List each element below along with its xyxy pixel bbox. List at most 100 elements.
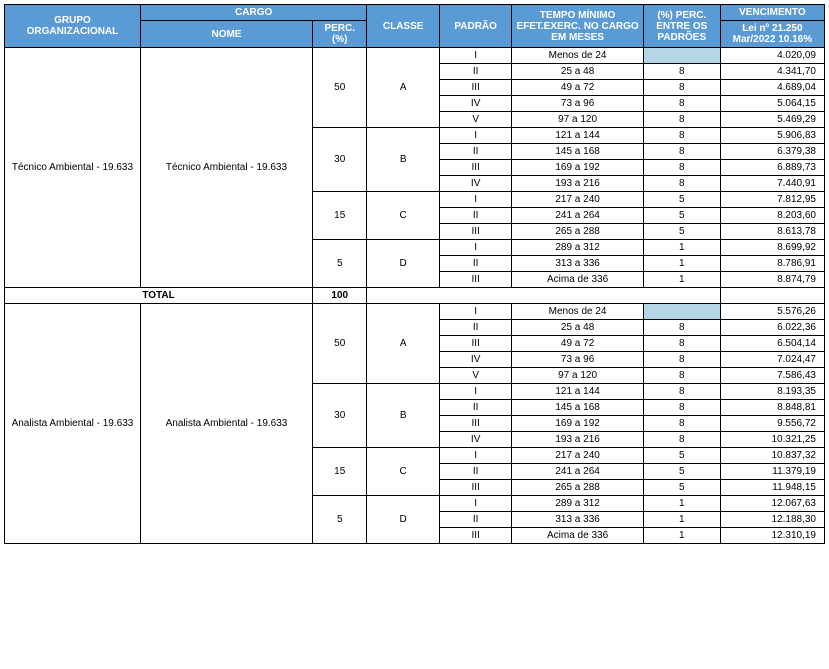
cell-padrao: II — [439, 144, 511, 160]
cell-perc-padroes — [643, 304, 720, 320]
cell-tempo: 313 a 336 — [512, 512, 643, 528]
cell-tempo: 193 a 216 — [512, 176, 643, 192]
cell-padrao: IV — [439, 432, 511, 448]
cell-tempo: 265 a 288 — [512, 224, 643, 240]
cell-perc: 5 — [313, 496, 367, 544]
cell-vencimento: 12.310,19 — [720, 528, 824, 544]
cell-vencimento: 5.064,15 — [720, 96, 824, 112]
cell-vencimento: 5.906,83 — [720, 128, 824, 144]
cell-perc-padroes: 8 — [643, 320, 720, 336]
cell-tempo: 289 a 312 — [512, 240, 643, 256]
cell-tempo: Acima de 336 — [512, 272, 643, 288]
cell-tempo: 193 a 216 — [512, 432, 643, 448]
header-perc: PERC. (%) — [313, 21, 367, 48]
cell-vencimento: 4.020,09 — [720, 48, 824, 64]
header-tempo: TEMPO MÍNIMO EFET.EXERC. NO CARGO EM MES… — [512, 5, 643, 48]
cell-perc-padroes: 8 — [643, 176, 720, 192]
cell-padrao: I — [439, 192, 511, 208]
header-vencimento: VENCIMENTO — [720, 5, 824, 21]
cell-padrao: III — [439, 480, 511, 496]
cell-vencimento: 7.024,47 — [720, 352, 824, 368]
cell-tempo: 289 a 312 — [512, 496, 643, 512]
cell-vencimento: 6.504,14 — [720, 336, 824, 352]
cell-tempo: 97 a 120 — [512, 368, 643, 384]
cell-tempo: Menos de 24 — [512, 304, 643, 320]
cell-perc-padroes: 5 — [643, 464, 720, 480]
cell-perc-padroes: 1 — [643, 528, 720, 544]
cell-padrao: II — [439, 512, 511, 528]
cell-perc-padroes: 8 — [643, 336, 720, 352]
cell-vencimento: 11.379,19 — [720, 464, 824, 480]
cell-padrao: II — [439, 464, 511, 480]
cell-vencimento: 8.874,79 — [720, 272, 824, 288]
cell-tempo: 241 a 264 — [512, 208, 643, 224]
cell-perc-padroes — [643, 48, 720, 64]
cell-perc-padroes: 5 — [643, 480, 720, 496]
cell-classe: C — [367, 192, 439, 240]
header-nome: NOME — [140, 21, 312, 48]
total-blank — [367, 288, 720, 304]
cell-perc-padroes: 8 — [643, 80, 720, 96]
cell-perc-padroes: 8 — [643, 432, 720, 448]
cell-tempo: 73 a 96 — [512, 96, 643, 112]
header-perc-padroes: (%) PERC. ENTRE OS PADRÕES — [643, 5, 720, 48]
cell-nome: Técnico Ambiental - 19.633 — [140, 48, 312, 288]
header-classe: CLASSE — [367, 5, 439, 48]
header-grupo: GRUPO ORGANIZACIONAL — [5, 5, 141, 48]
cell-padrao: IV — [439, 176, 511, 192]
cell-vencimento: 11.948,15 — [720, 480, 824, 496]
cell-padrao: I — [439, 448, 511, 464]
table-header: GRUPO ORGANIZACIONAL CARGO CLASSE PADRÃO… — [5, 5, 825, 48]
cell-classe: C — [367, 448, 439, 496]
cell-tempo: 217 a 240 — [512, 448, 643, 464]
cell-padrao: III — [439, 160, 511, 176]
cell-tempo: 265 a 288 — [512, 480, 643, 496]
cell-vencimento: 8.848,81 — [720, 400, 824, 416]
cell-vencimento: 4.689,04 — [720, 80, 824, 96]
cell-tempo: 121 a 144 — [512, 384, 643, 400]
salary-table: GRUPO ORGANIZACIONAL CARGO CLASSE PADRÃO… — [4, 4, 825, 544]
cell-tempo: 313 a 336 — [512, 256, 643, 272]
cell-padrao: I — [439, 48, 511, 64]
cell-vencimento: 8.699,92 — [720, 240, 824, 256]
cell-perc-padroes: 1 — [643, 512, 720, 528]
cell-padrao: II — [439, 320, 511, 336]
total-row: TOTAL100 — [5, 288, 825, 304]
table-row: Analista Ambiental - 19.633Analista Ambi… — [5, 304, 825, 320]
cell-padrao: III — [439, 224, 511, 240]
cell-tempo: 49 a 72 — [512, 80, 643, 96]
cell-perc-padroes: 8 — [643, 352, 720, 368]
cell-tempo: 97 a 120 — [512, 112, 643, 128]
cell-perc: 30 — [313, 384, 367, 448]
total-blank-venc — [720, 288, 824, 304]
cell-perc-padroes: 5 — [643, 448, 720, 464]
total-label: TOTAL — [5, 288, 313, 304]
cell-padrao: III — [439, 336, 511, 352]
cell-perc-padroes: 1 — [643, 256, 720, 272]
cell-padrao: V — [439, 112, 511, 128]
cell-vencimento: 8.613,78 — [720, 224, 824, 240]
cell-vencimento: 4.341,70 — [720, 64, 824, 80]
cell-vencimento: 6.889,73 — [720, 160, 824, 176]
cell-classe: B — [367, 128, 439, 192]
cell-tempo: 217 a 240 — [512, 192, 643, 208]
header-venc-sub: Lei nº 21.250 Mar/2022 10.16% — [720, 21, 824, 48]
cell-tempo: 25 a 48 — [512, 320, 643, 336]
cell-nome: Analista Ambiental - 19.633 — [140, 304, 312, 544]
header-padrao: PADRÃO — [439, 5, 511, 48]
cell-classe: D — [367, 496, 439, 544]
cell-perc: 15 — [313, 448, 367, 496]
cell-classe: D — [367, 240, 439, 288]
cell-tempo: 49 a 72 — [512, 336, 643, 352]
cell-padrao: II — [439, 256, 511, 272]
cell-tempo: 25 a 48 — [512, 64, 643, 80]
cell-perc-padroes: 1 — [643, 240, 720, 256]
cell-perc-padroes: 5 — [643, 192, 720, 208]
cell-grupo: Técnico Ambiental - 19.633 — [5, 48, 141, 288]
total-value: 100 — [313, 288, 367, 304]
cell-padrao: II — [439, 64, 511, 80]
cell-perc-padroes: 8 — [643, 416, 720, 432]
cell-vencimento: 10.321,25 — [720, 432, 824, 448]
cell-tempo: 169 a 192 — [512, 160, 643, 176]
cell-perc-padroes: 8 — [643, 64, 720, 80]
